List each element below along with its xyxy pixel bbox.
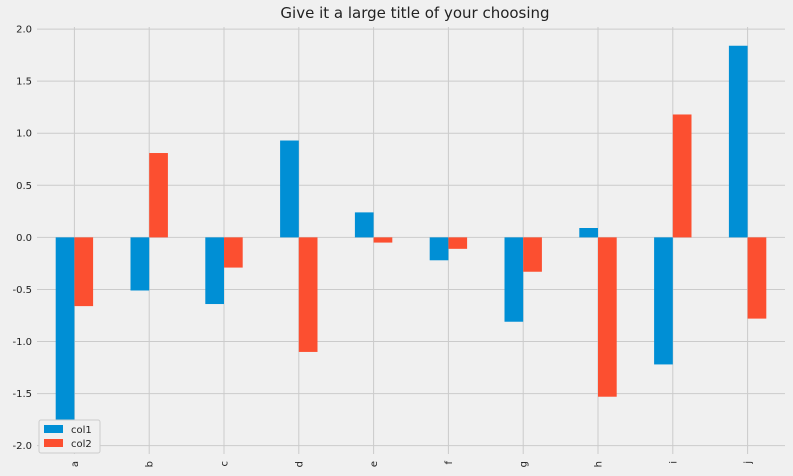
bar-col1-i — [654, 237, 673, 365]
legend: col1 col2 — [38, 419, 101, 454]
bar-col2-d — [298, 237, 318, 352]
bar-col1-e — [354, 212, 374, 238]
x-tick-label-i: i — [668, 461, 679, 464]
bar-col1-b — [130, 237, 150, 291]
bar-col2-c — [224, 237, 243, 268]
x-tick-label-j: j — [743, 461, 754, 465]
legend-swatch-col1 — [44, 425, 63, 433]
y-tick-label: -0.5 — [12, 285, 32, 296]
bar-col1-c — [205, 237, 224, 305]
y-tick-label: 0.5 — [16, 181, 32, 192]
legend-label-col1: col1 — [71, 425, 92, 436]
x-tick-label-c: c — [220, 461, 231, 467]
y-tick-label: 1.5 — [16, 77, 32, 88]
y-tick-label: -2.0 — [12, 441, 32, 452]
x-tick-label-d: d — [294, 461, 305, 467]
y-tick-label: 2.0 — [16, 25, 32, 36]
bar-col1-h — [579, 228, 598, 238]
bar-col1-g — [504, 237, 524, 322]
bar-col1-d — [280, 140, 299, 238]
chart-title: Give it a large title of your choosing — [280, 4, 549, 22]
bars — [55, 45, 767, 420]
x-tick-label-f: f — [444, 461, 455, 465]
bar-col2-a — [74, 237, 94, 307]
x-tick-label-b: b — [145, 461, 156, 467]
bar-col2-g — [523, 237, 542, 272]
y-tick-label: 0.0 — [16, 233, 32, 244]
bar-col1-j — [728, 45, 748, 238]
bar-col2-h — [598, 237, 617, 397]
x-tick-label-h: h — [594, 461, 605, 467]
y-tick-label: -1.5 — [12, 389, 32, 400]
y-axis-ticks: -2.0 -1.5 -1.0 -0.5 0.0 0.5 1.0 1.5 2.0 — [12, 25, 32, 453]
bar-col2-i — [672, 114, 692, 238]
y-tick-label: -1.0 — [12, 337, 32, 348]
x-tick-label-g: g — [519, 461, 530, 467]
bar-col2-e — [373, 237, 393, 243]
bar-col2-b — [149, 153, 168, 238]
x-axis-ticks: a b c d e f g h i j — [70, 461, 754, 468]
bar-col2-f — [448, 237, 468, 249]
legend-swatch-col2 — [44, 439, 63, 447]
bar-col1-a — [55, 237, 75, 420]
legend-label-col2: col2 — [71, 439, 92, 450]
x-tick-label-a: a — [70, 461, 81, 467]
y-tick-label: 1.0 — [16, 129, 32, 140]
bar-col2-j — [747, 237, 767, 319]
x-tick-label-e: e — [369, 461, 380, 467]
bar-col1-f — [429, 237, 449, 261]
